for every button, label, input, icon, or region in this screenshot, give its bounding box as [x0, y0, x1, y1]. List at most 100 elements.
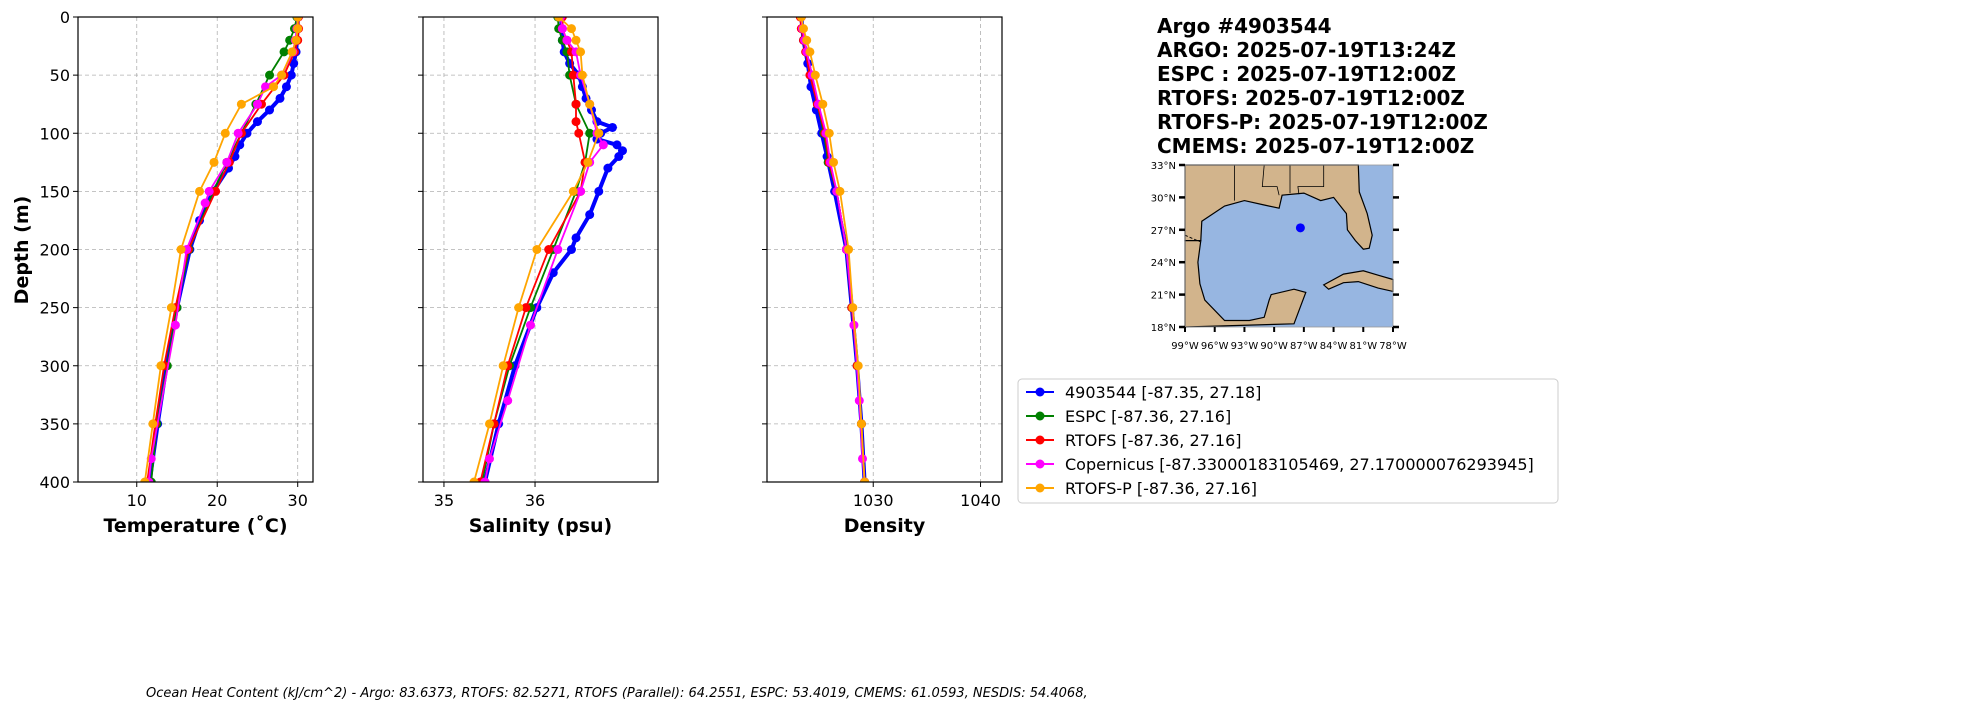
data-point	[568, 70, 578, 80]
data-point	[287, 47, 297, 57]
axes-frame	[77, 16, 314, 483]
data-point	[574, 128, 584, 138]
data-point	[204, 186, 214, 196]
legend-marker	[1035, 387, 1045, 397]
map-frame	[1184, 164, 1394, 328]
data-point	[568, 186, 578, 196]
data-point	[824, 128, 834, 138]
y-tick-label: 50	[50, 66, 70, 85]
data-point	[796, 17, 806, 22]
data-point	[566, 245, 576, 254]
data-point	[544, 245, 554, 254]
data-point	[577, 70, 587, 80]
data-point	[844, 245, 854, 254]
lon-tick-label: 99°W	[1171, 341, 1199, 352]
state-border	[1261, 164, 1280, 196]
lat-tick-label: 18°N	[1151, 323, 1176, 334]
data-point	[498, 361, 508, 371]
data-point	[525, 320, 535, 330]
data-point	[289, 59, 299, 68]
data-point	[576, 186, 586, 196]
x-tick-label: 35	[434, 491, 454, 510]
lat-tick-label: 21°N	[1151, 291, 1176, 302]
title-line: RTOFS-P: 2025-07-19T12:00Z	[1157, 110, 1488, 134]
data-point	[594, 186, 604, 196]
data-point	[614, 152, 624, 161]
inset-map: 18°N 21°N 24°N 27°N 30°N 33°N 99°W 96°W 93°W 90°W…	[1151, 161, 1407, 352]
legend-label: RTOFS-P [-87.36, 27.16]	[1065, 479, 1257, 498]
y-tick-label: 400	[39, 473, 70, 492]
argo-float-marker	[1295, 223, 1305, 233]
data-point	[170, 320, 180, 330]
x-tick-label: 36	[525, 491, 545, 510]
legend: 4903544 [-87.35, 27.18] ESPC [-87.36, 27.…	[1017, 378, 1559, 504]
ocean-heat-content-footer: Ocean Heat Content (kJ/cm^2) - Argo: 83.…	[146, 686, 1088, 701]
data-point	[585, 128, 595, 138]
data-point	[484, 454, 494, 464]
legend-label: Copernicus [-87.33000183105469, 27.17000…	[1065, 455, 1534, 474]
legend-marker	[1035, 435, 1045, 445]
x-tick-label: 30	[288, 491, 308, 510]
x-axis-label: Salinity (psu)	[469, 515, 612, 537]
land-mexico	[1184, 240, 1307, 328]
data-point	[818, 99, 828, 109]
data-point	[265, 105, 275, 115]
y-axis-label: Depth (m)	[11, 196, 33, 305]
data-point	[554, 17, 564, 22]
land-usa	[1184, 164, 1373, 250]
lon-tick-label: 78°W	[1379, 341, 1407, 352]
y-tick-label: 350	[39, 415, 70, 434]
x-axis-label: Temperature (˚C)	[103, 514, 287, 537]
series-group	[795, 17, 870, 482]
lat-tick-label: 33°N	[1151, 161, 1176, 172]
lon-tick-label: 81°W	[1349, 341, 1377, 352]
axes-frame	[766, 16, 1003, 483]
data-point	[211, 186, 221, 196]
country-border	[1184, 234, 1201, 243]
data-point	[293, 17, 303, 22]
data-point	[176, 245, 186, 254]
data-point	[562, 35, 572, 45]
data-point	[220, 128, 230, 138]
data-point	[265, 70, 275, 80]
data-point	[503, 396, 513, 406]
x-tick-label: 1030	[853, 491, 894, 510]
lon-tick-label: 93°W	[1231, 341, 1259, 352]
data-point	[612, 140, 622, 150]
data-point	[594, 128, 604, 138]
y-tick-label: 0	[60, 8, 70, 27]
title-line: ESPC : 2025-07-19T12:00Z	[1157, 62, 1456, 86]
y-tick-label: 100	[39, 124, 70, 143]
lon-tick-label: 84°W	[1320, 341, 1348, 352]
data-point	[469, 477, 479, 482]
data-point	[835, 186, 845, 196]
data-point	[860, 477, 870, 482]
lat-tick-label: 24°N	[1151, 258, 1176, 269]
state-border	[1297, 165, 1325, 195]
y-tick-label: 150	[39, 182, 70, 201]
data-point	[848, 303, 858, 313]
legend-marker	[1035, 459, 1045, 469]
title-line: ARGO: 2025-07-19T13:24Z	[1157, 38, 1456, 62]
title-line: RTOFS: 2025-07-19T12:00Z	[1157, 86, 1465, 110]
data-point	[148, 419, 158, 429]
x-tick-label: 20	[207, 491, 227, 510]
data-point	[514, 303, 524, 313]
data-point	[236, 99, 246, 109]
data-point	[209, 157, 219, 167]
data-point	[275, 93, 285, 103]
data-point	[853, 361, 863, 371]
y-tick-label: 300	[39, 357, 70, 376]
data-point	[195, 186, 205, 196]
data-point	[484, 419, 494, 429]
lon-tick-label: 87°W	[1290, 341, 1318, 352]
legend-box	[1017, 378, 1559, 504]
y-tick-label: 200	[39, 241, 70, 260]
data-point	[856, 419, 866, 429]
data-point	[571, 99, 581, 109]
lat-tick-label: 30°N	[1151, 193, 1176, 204]
data-point	[585, 99, 595, 109]
data-point	[293, 24, 303, 34]
x-tick-label: 10	[127, 491, 147, 510]
data-point	[829, 157, 839, 167]
